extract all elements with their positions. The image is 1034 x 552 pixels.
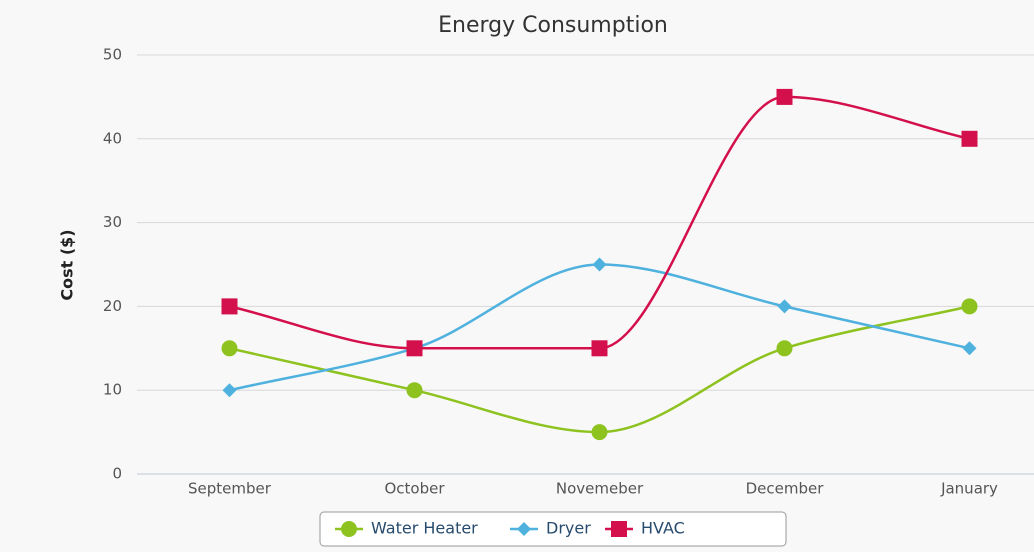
legend-marker (517, 522, 531, 536)
data-point (592, 257, 607, 272)
legend-box (319, 511, 787, 547)
y-tick-label: 50 (103, 46, 122, 64)
data-point (961, 130, 978, 147)
y-axis-label: Cost ($) (58, 229, 77, 300)
legend-marker (611, 521, 627, 537)
legend-label[interactable]: Dryer (546, 519, 591, 538)
data-point (406, 382, 423, 399)
legend-label[interactable]: HVAC (641, 519, 685, 538)
x-tick-label: December (746, 480, 825, 498)
series-line (229, 95, 970, 350)
data-point (962, 341, 977, 356)
x-tick-label: Novemeber (556, 480, 644, 498)
y-tick-label: 30 (103, 213, 122, 231)
data-point (406, 340, 423, 357)
legend-marker (341, 521, 357, 537)
legend-label[interactable]: Water Heater (371, 519, 478, 538)
data-point (221, 340, 238, 357)
data-point (776, 88, 793, 105)
x-tick-label: January (940, 480, 998, 498)
data-point (961, 298, 978, 315)
chart-title: Energy Consumption (438, 13, 668, 38)
data-point (777, 299, 792, 314)
y-tick-label: 40 (103, 129, 122, 147)
y-tick-label: 0 (112, 465, 122, 483)
data-point (222, 383, 237, 398)
data-point (221, 298, 238, 315)
y-tick-label: 20 (103, 297, 122, 315)
x-tick-label: September (188, 480, 272, 498)
x-tick-label: October (384, 480, 445, 498)
data-point (591, 340, 608, 357)
data-point (776, 340, 793, 357)
y-tick-label: 10 (103, 381, 122, 399)
data-point (591, 424, 608, 441)
